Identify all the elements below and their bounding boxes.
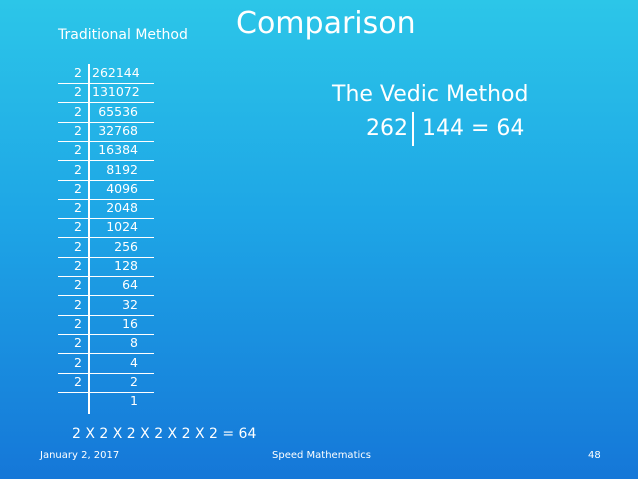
- row-rule: [58, 160, 154, 162]
- vedic-left: 262: [338, 116, 408, 141]
- divisor: 2: [74, 373, 82, 389]
- slide-title: Comparison: [236, 6, 416, 41]
- divisor: 2: [74, 277, 82, 293]
- divisor: 2: [74, 258, 82, 273]
- row-rule: [58, 102, 154, 104]
- vedic-left-text: 262: [366, 116, 408, 141]
- divisor: 2: [74, 161, 82, 177]
- vedic-right: 144 = 64: [422, 116, 525, 141]
- dividend: 4: [130, 354, 138, 370]
- row-rule: [58, 140, 154, 142]
- divisor: 2: [74, 180, 82, 196]
- divisor: 2: [74, 296, 82, 312]
- dividend: 32768: [98, 122, 138, 138]
- row-rule: [58, 218, 154, 220]
- divisor: 2: [74, 200, 82, 216]
- row-rule: [58, 121, 154, 123]
- row-rule: [58, 198, 154, 200]
- row-rule: [58, 83, 154, 84]
- dividend: 262144: [92, 65, 140, 80]
- row-rule: [58, 237, 154, 239]
- dividend: 1: [130, 393, 138, 409]
- dividend: 8: [130, 335, 138, 351]
- dividend: 65536: [98, 103, 138, 119]
- dividend: 4096: [106, 180, 138, 196]
- dividend: 16384: [98, 142, 138, 158]
- traditional-label: Traditional Method: [58, 27, 188, 43]
- footer-center: Speed Mathematics: [272, 450, 371, 461]
- row-rule: [58, 353, 154, 355]
- footer-page: 48: [588, 450, 601, 461]
- dividend: 256: [114, 238, 138, 254]
- dividend: 2: [130, 373, 138, 389]
- divisor: 2: [74, 84, 82, 100]
- row-rule: [58, 256, 154, 258]
- dividend: 131072: [92, 84, 140, 100]
- divisor: 2: [74, 142, 82, 158]
- dividend: 128: [114, 258, 138, 273]
- divisor: 2: [74, 238, 82, 254]
- vedic-label: The Vedic Method: [332, 82, 529, 107]
- divisor: 2: [74, 122, 82, 138]
- dividend: 32: [122, 296, 138, 312]
- product-line: 2 X 2 X 2 X 2 X 2 X 2 = 64: [72, 426, 257, 442]
- row-rule: [58, 179, 154, 181]
- row-rule: [58, 333, 154, 335]
- dividend: 1024: [106, 219, 138, 235]
- divisor: 2: [74, 315, 82, 331]
- dividend: 64: [122, 277, 138, 293]
- row-rule: [58, 276, 154, 277]
- row-rule: [58, 314, 154, 316]
- row-rule: [58, 372, 154, 374]
- divisor: 2: [74, 219, 82, 235]
- divisor: 2: [74, 335, 82, 351]
- division-bar: [88, 64, 90, 414]
- divisor: 2: [74, 354, 82, 370]
- footer-date: January 2, 2017: [40, 450, 120, 461]
- row-rule: [58, 391, 154, 393]
- row-rule: [58, 295, 154, 297]
- divisor: 2: [74, 65, 82, 80]
- dividend: 16: [122, 315, 138, 331]
- dividend: 2048: [106, 200, 138, 216]
- vedic-bar: [412, 112, 414, 146]
- divisor: 2: [74, 103, 82, 119]
- dividend: 8192: [106, 161, 138, 177]
